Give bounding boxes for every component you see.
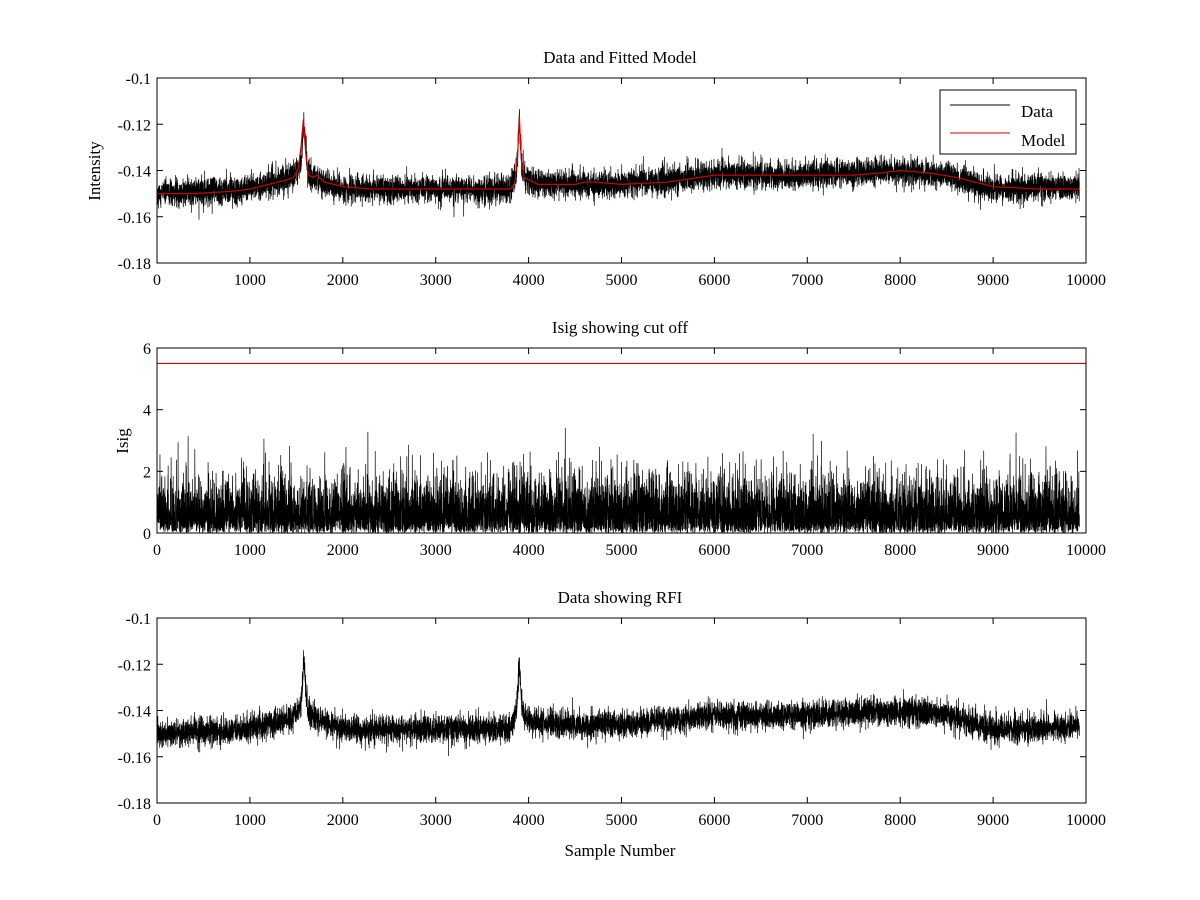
x-tick-label: 0 [153, 542, 161, 559]
x-tick-label: 1000 [234, 812, 266, 829]
x-tick-label: 5000 [606, 812, 638, 829]
x-tick-label: 7000 [791, 542, 823, 559]
series-layer [156, 618, 1086, 803]
x-tick-label: 4000 [513, 542, 545, 559]
y-tick-label: -0.16 [118, 750, 151, 767]
y-axis-label: Isig [113, 428, 132, 454]
x-tick-label: 10000 [1066, 542, 1106, 559]
x-tick-label: 4000 [513, 272, 545, 289]
x-tick-label: 1000 [234, 272, 266, 289]
x-tick-label: 0 [153, 272, 161, 289]
y-tick-label: -0.12 [118, 657, 151, 674]
legend-entry-model: Model [1021, 131, 1066, 150]
x-tick-label: 10000 [1066, 272, 1106, 289]
series-layer [156, 78, 1086, 263]
x-tick-label: 4000 [513, 812, 545, 829]
y-tick-label: -0.12 [118, 117, 151, 134]
x-tick-label: 8000 [884, 272, 916, 289]
series-layer [156, 348, 1086, 534]
ticks-layer: 0 1000 2000 3000 4000 5000 6000 7000 8000 9000 100… [143, 341, 1106, 559]
series-line-0 [156, 108, 1080, 220]
x-tick-label: 2000 [327, 542, 359, 559]
x-tick-label: 3000 [420, 812, 452, 829]
x-tick-label: 3000 [420, 272, 452, 289]
x-tick-label: 8000 [884, 812, 916, 829]
x-tick-label: 8000 [884, 542, 916, 559]
y-tick-label: 0 [143, 526, 151, 543]
panel-title: Isig showing cut off [552, 318, 688, 337]
y-tick-label: -0.14 [118, 164, 151, 181]
x-tick-label: 6000 [698, 272, 730, 289]
x-tick-label: 0 [153, 812, 161, 829]
y-tick-label: -0.16 [118, 210, 151, 227]
y-tick-label: 6 [143, 341, 151, 358]
panel-isig-showing-cut-off: Isig showing cut off Isig 0 1000 2000 3000 4… [113, 318, 1106, 559]
ticks-layer: 0 1000 2000 3000 4000 5000 6000 7000 8000 9000 100… [118, 71, 1106, 289]
panel-data-and-fitted-model: Data and Fitted Model Intensity 0 1000 200… [85, 48, 1106, 289]
x-tick-label: 5000 [606, 272, 638, 289]
x-tick-label: 10000 [1066, 812, 1106, 829]
y-tick-label: -0.14 [118, 704, 151, 721]
y-tick-label: -0.18 [118, 796, 151, 813]
y-axis-label: Intensity [85, 141, 104, 201]
x-tick-label: 7000 [791, 272, 823, 289]
panel-title: Data and Fitted Model [543, 48, 697, 67]
series-line-0 [156, 650, 1080, 756]
x-tick-label: 3000 [420, 542, 452, 559]
y-tick-label: 2 [143, 464, 151, 481]
x-tick-label: 9000 [977, 812, 1009, 829]
x-tick-label: 2000 [327, 812, 359, 829]
legend-entry-data: Data [1021, 102, 1054, 121]
y-tick-label: -0.1 [126, 611, 151, 628]
x-tick-label: 6000 [698, 542, 730, 559]
series-line-1 [157, 114, 1080, 195]
x-tick-label: 9000 [977, 272, 1009, 289]
y-tick-label: -0.18 [118, 256, 151, 273]
legend: Data Model [939, 89, 1077, 155]
x-tick-label: 6000 [698, 812, 730, 829]
y-tick-label: 4 [143, 403, 151, 420]
x-tick-label: 2000 [327, 272, 359, 289]
x-tick-label: 9000 [977, 542, 1009, 559]
panel-data-showing-rfi: Data showing RFI Sample Number 0 1000 2000… [118, 588, 1106, 860]
x-axis-label: Sample Number [565, 841, 676, 860]
ticks-layer: 0 1000 2000 3000 4000 5000 6000 7000 8000 9000 100… [118, 611, 1106, 829]
x-tick-label: 5000 [606, 542, 638, 559]
y-tick-label: -0.1 [126, 71, 151, 88]
x-tick-label: 7000 [791, 812, 823, 829]
x-tick-label: 1000 [234, 542, 266, 559]
panel-title: Data showing RFI [558, 588, 683, 607]
series-line-0 [156, 427, 1080, 534]
legend-box [939, 89, 1077, 155]
